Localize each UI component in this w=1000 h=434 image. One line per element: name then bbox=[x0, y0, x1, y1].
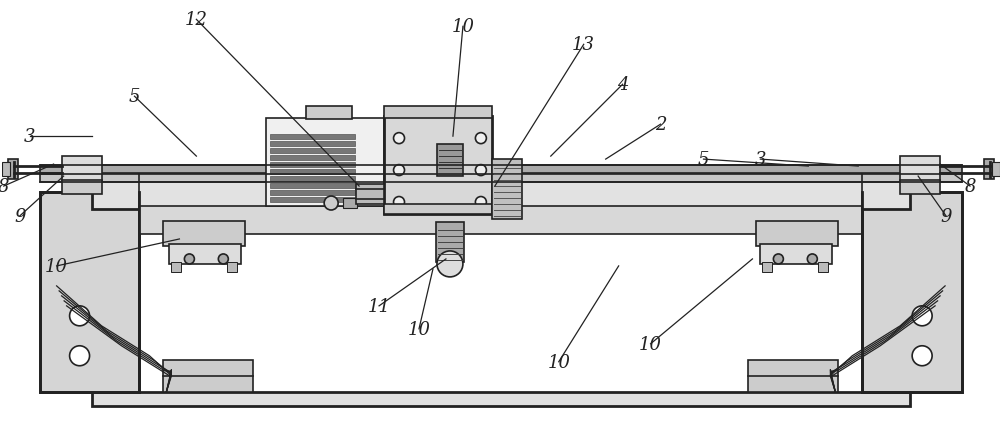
Bar bbox=[163, 221, 245, 247]
Bar bbox=[900, 181, 940, 194]
Bar bbox=[306, 107, 352, 120]
Bar bbox=[356, 184, 384, 204]
Bar bbox=[756, 221, 838, 247]
Text: 3: 3 bbox=[755, 151, 766, 169]
Circle shape bbox=[475, 133, 486, 144]
Bar bbox=[40, 193, 139, 392]
Bar bbox=[227, 262, 237, 272]
Text: 5: 5 bbox=[129, 88, 140, 106]
Bar bbox=[270, 177, 355, 182]
Bar bbox=[171, 262, 181, 272]
Circle shape bbox=[807, 254, 817, 264]
Bar bbox=[862, 193, 962, 392]
Bar bbox=[40, 166, 962, 174]
Text: 10: 10 bbox=[451, 18, 474, 36]
Bar bbox=[40, 174, 962, 183]
Bar bbox=[270, 142, 355, 147]
Circle shape bbox=[475, 165, 486, 176]
Text: 8: 8 bbox=[964, 178, 976, 196]
Bar bbox=[8, 160, 18, 180]
Bar bbox=[163, 360, 253, 392]
Text: 10: 10 bbox=[407, 320, 430, 338]
Circle shape bbox=[912, 346, 932, 366]
Bar bbox=[270, 191, 355, 196]
Circle shape bbox=[394, 133, 405, 144]
Bar bbox=[270, 170, 355, 174]
Text: 9: 9 bbox=[14, 207, 25, 226]
Bar bbox=[2, 163, 10, 177]
Bar bbox=[762, 262, 772, 272]
Bar bbox=[437, 145, 463, 177]
Bar bbox=[266, 119, 384, 207]
Bar bbox=[384, 107, 492, 119]
Bar bbox=[270, 156, 355, 161]
Circle shape bbox=[773, 254, 783, 264]
Text: 4: 4 bbox=[617, 76, 628, 94]
Bar bbox=[818, 262, 828, 272]
Bar bbox=[984, 160, 994, 180]
Text: 10: 10 bbox=[639, 335, 662, 353]
Bar bbox=[760, 244, 832, 264]
Bar bbox=[992, 163, 1000, 177]
Circle shape bbox=[324, 197, 338, 210]
Circle shape bbox=[394, 165, 405, 176]
Circle shape bbox=[70, 346, 90, 366]
Bar bbox=[92, 392, 910, 406]
Circle shape bbox=[70, 306, 90, 326]
Bar bbox=[270, 135, 355, 140]
Bar bbox=[900, 157, 940, 183]
Bar bbox=[384, 204, 492, 214]
Bar bbox=[169, 244, 241, 264]
Bar bbox=[436, 223, 464, 262]
Circle shape bbox=[437, 251, 463, 277]
Bar bbox=[139, 207, 862, 234]
Bar bbox=[748, 360, 838, 392]
Bar bbox=[92, 174, 910, 210]
Text: 2: 2 bbox=[655, 116, 666, 134]
Text: 5: 5 bbox=[698, 151, 709, 169]
Bar bbox=[270, 184, 355, 189]
Bar bbox=[862, 193, 962, 392]
Bar bbox=[384, 117, 492, 214]
Text: 8: 8 bbox=[0, 178, 9, 196]
Bar bbox=[343, 199, 357, 208]
Text: 12: 12 bbox=[185, 11, 208, 29]
Text: 10: 10 bbox=[45, 257, 68, 275]
Circle shape bbox=[184, 254, 194, 264]
Circle shape bbox=[475, 197, 486, 208]
Circle shape bbox=[218, 254, 228, 264]
Bar bbox=[62, 157, 102, 183]
Text: 9: 9 bbox=[940, 207, 952, 226]
Bar bbox=[270, 149, 355, 154]
Text: 11: 11 bbox=[368, 297, 391, 315]
Text: 10: 10 bbox=[547, 353, 570, 371]
Text: 13: 13 bbox=[572, 36, 595, 54]
Bar bbox=[270, 197, 355, 203]
Circle shape bbox=[394, 197, 405, 208]
Bar bbox=[62, 181, 102, 194]
Bar bbox=[40, 193, 139, 392]
Bar bbox=[270, 163, 355, 168]
Circle shape bbox=[912, 306, 932, 326]
Bar bbox=[492, 160, 522, 220]
Text: 3: 3 bbox=[24, 128, 35, 146]
